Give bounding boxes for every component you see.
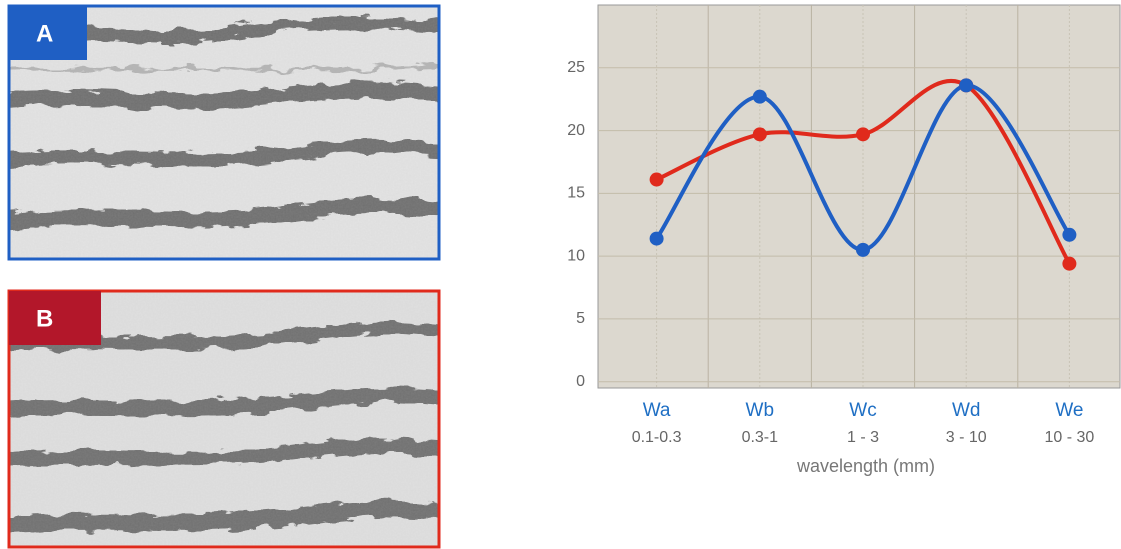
x-tick-label: Wd	[952, 400, 981, 421]
data-point	[1062, 227, 1077, 242]
y-tick-label: 10	[567, 247, 585, 264]
data-point	[752, 127, 767, 142]
y-tick-label: 20	[567, 122, 585, 139]
data-point	[856, 242, 870, 257]
y-tick-label: 0	[576, 373, 585, 390]
image-panel-b: B	[7, 289, 441, 549]
x-tick-label: Wb	[746, 400, 775, 421]
x-tick-sublabel: 10 - 30	[1044, 429, 1094, 446]
panel-label: B	[36, 305, 53, 332]
data-point	[649, 231, 664, 246]
data-point	[856, 127, 870, 142]
plot-area	[597, 4, 1121, 389]
x-tick-label: Wc	[849, 400, 876, 421]
series-line	[655, 78, 1072, 265]
y-tick-label: 15	[567, 185, 585, 202]
data-point	[1062, 256, 1077, 271]
data-point	[959, 78, 974, 93]
data-point	[752, 89, 767, 104]
x-tick-label: We	[1055, 400, 1083, 421]
x-tick-sublabel: 1 - 3	[847, 429, 879, 446]
panel-label: A	[36, 20, 53, 47]
y-tick-label: 25	[567, 59, 585, 76]
x-tick-sublabel: 0.1-0.3	[632, 429, 682, 446]
x-tick-sublabel: 0.3-1	[742, 429, 779, 446]
image-panel-a: A	[7, 4, 441, 261]
x-tick-sublabel: 3 - 10	[946, 429, 987, 446]
y-tick-label: 5	[576, 310, 585, 327]
chart: wavelength (mm) 0 5 10 15 20 25 Wa 0.1-0.3 Wb 0.3…	[567, 4, 1121, 476]
data-point	[649, 172, 664, 187]
x-axis-label: wavelength (mm)	[796, 456, 935, 476]
x-tick-label: Wa	[643, 400, 671, 421]
